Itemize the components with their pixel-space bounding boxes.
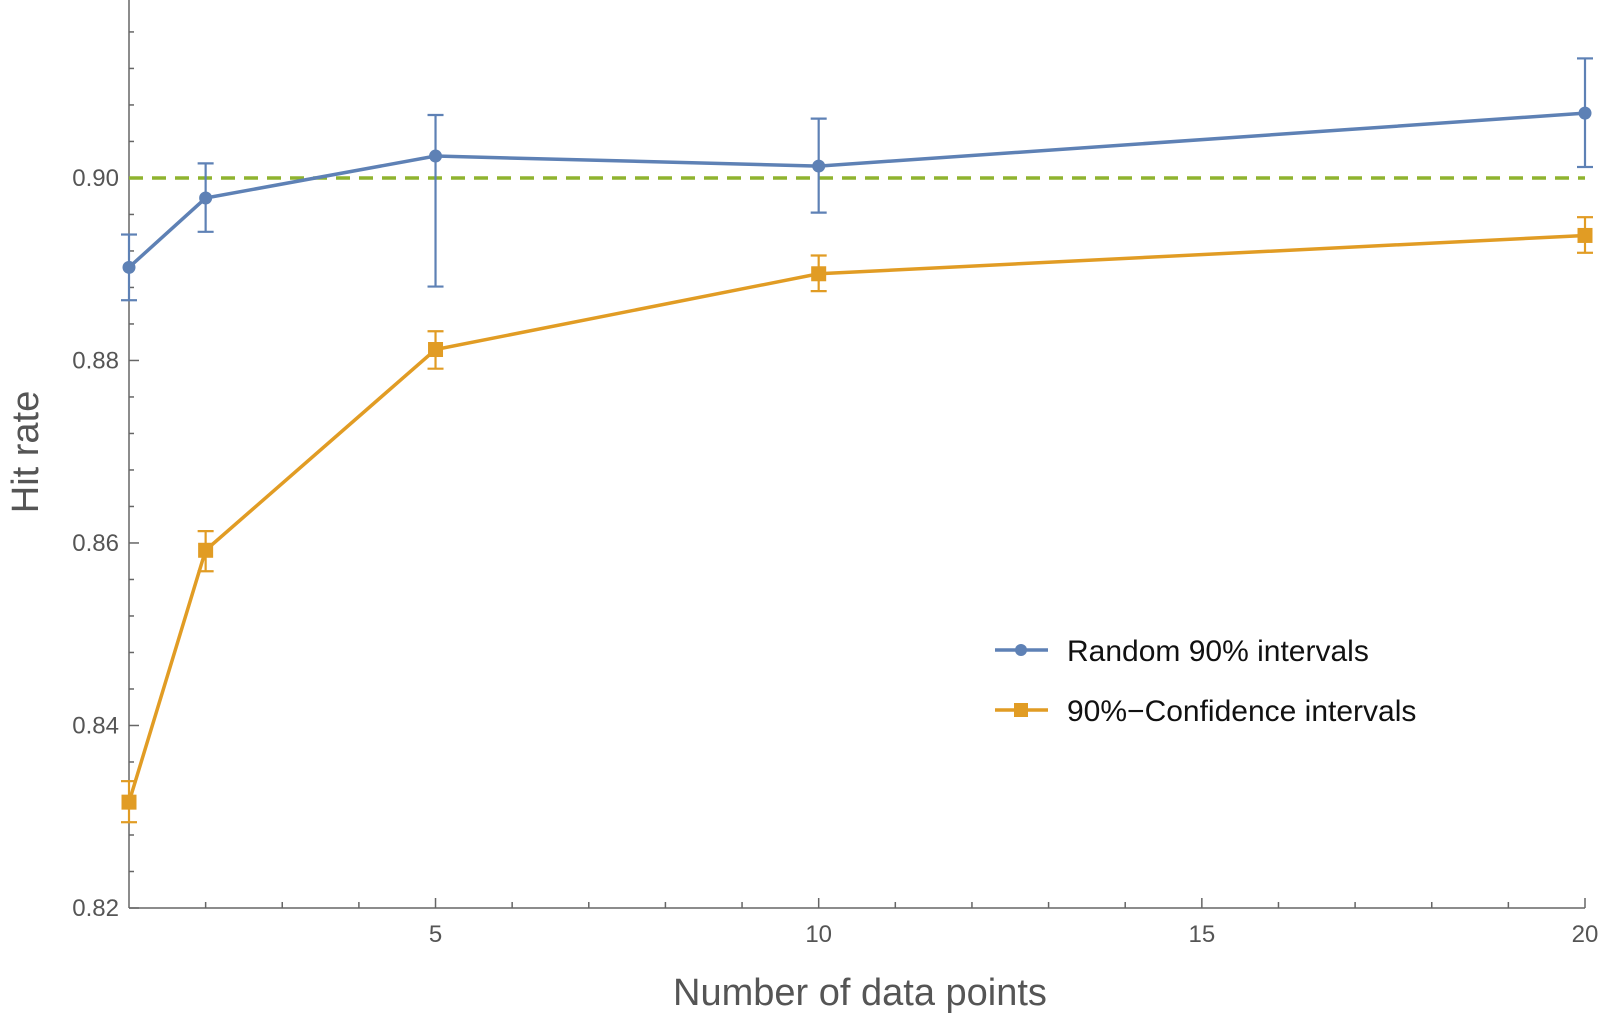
legend-label: Random 90% intervals xyxy=(1067,635,1369,668)
data-point xyxy=(1578,106,1592,120)
data-point xyxy=(121,794,137,810)
x-tick-label: 20 xyxy=(1572,921,1599,948)
series-1 xyxy=(121,57,1593,302)
y-tick-label: 0.90 xyxy=(72,165,119,192)
series-2 xyxy=(121,216,1593,824)
y-axis-title: Hit rate xyxy=(5,391,47,513)
data-point xyxy=(122,260,136,274)
legend-label: 90%−Confidence intervals xyxy=(1067,695,1416,728)
legend-swatch-marker xyxy=(1015,644,1027,656)
series-line xyxy=(127,111,1586,269)
data-point xyxy=(812,159,826,173)
data-point xyxy=(198,542,214,558)
x-tick-label: 15 xyxy=(1188,921,1215,948)
axes: 0.82 0.84 0.86 0.88 0.90 5 10 15 20 xyxy=(72,0,1598,948)
y-tick-label: 0.88 xyxy=(72,347,119,374)
x-tick-label: 5 xyxy=(429,921,442,948)
legend: Random 90% intervals 90%−Confidence inter… xyxy=(995,635,1416,728)
data-point xyxy=(429,149,443,163)
series-group xyxy=(121,57,1593,824)
legend-item-1: Random 90% intervals xyxy=(995,635,1369,668)
legend-swatch-marker xyxy=(1014,703,1028,717)
y-tick-label: 0.82 xyxy=(72,895,119,922)
data-point xyxy=(199,191,213,205)
x-tick-label: 10 xyxy=(805,921,832,948)
y-tick-label: 0.84 xyxy=(72,712,119,739)
x-axis-title: Number of data points xyxy=(673,972,1047,1014)
legend-item-2: 90%−Confidence intervals xyxy=(995,695,1416,728)
y-tick-label: 0.86 xyxy=(72,530,119,557)
data-point xyxy=(428,342,444,358)
data-point xyxy=(1577,227,1593,243)
data-point xyxy=(811,266,827,282)
